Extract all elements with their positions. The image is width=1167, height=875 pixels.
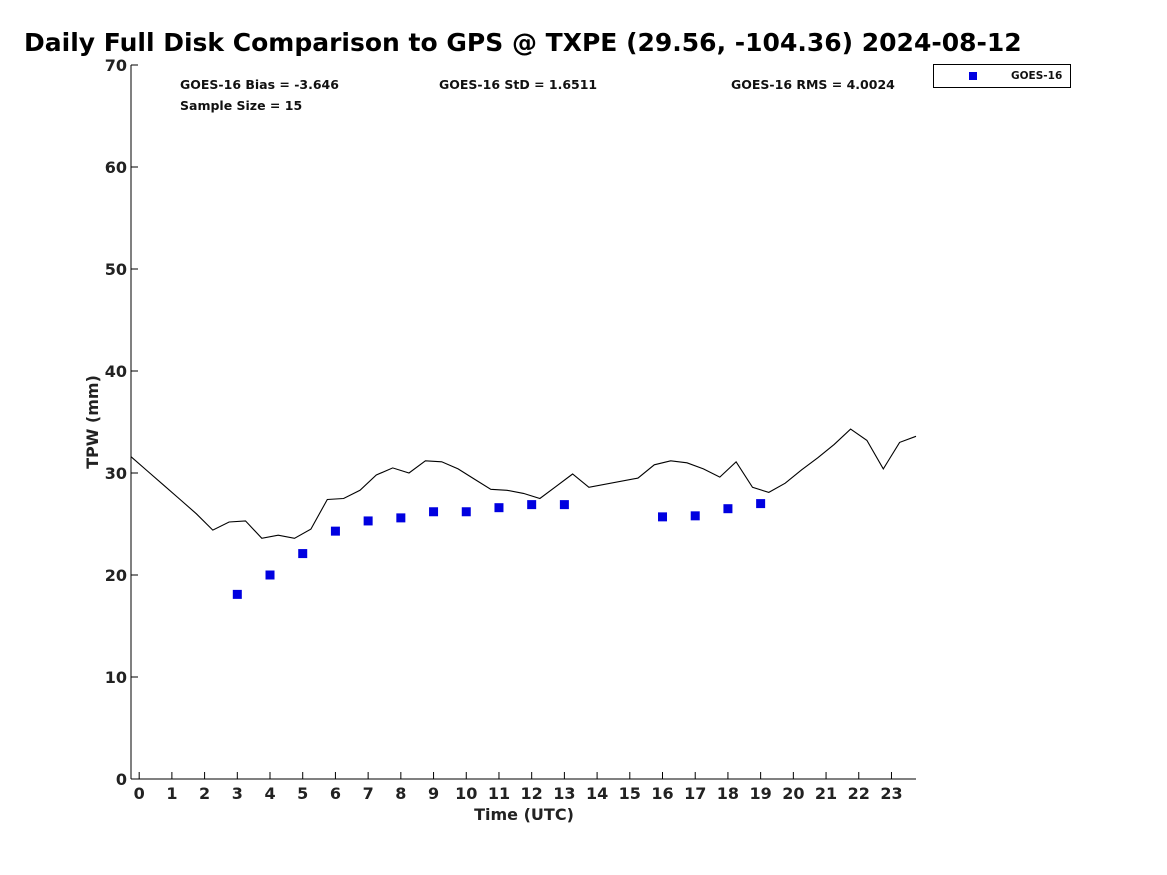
- chart-title: Daily Full Disk Comparison to GPS @ TXPE…: [24, 28, 1022, 57]
- y-axis-title: TPW (mm): [83, 375, 102, 469]
- x-tick-label: 1: [166, 784, 177, 803]
- x-tick-label: 7: [363, 784, 374, 803]
- x-tick-label: 13: [553, 784, 575, 803]
- x-tick-label: 0: [134, 784, 145, 803]
- y-tick-label: 0: [116, 770, 127, 789]
- goes16-point: [494, 503, 504, 513]
- x-tick-label: 17: [684, 784, 706, 803]
- legend: GOES-16: [933, 64, 1071, 88]
- y-tick-label: 10: [105, 668, 127, 687]
- x-tick-label: 3: [232, 784, 243, 803]
- x-tick-label: 11: [488, 784, 510, 803]
- goes16-point: [461, 507, 471, 517]
- goes16-point: [559, 500, 569, 510]
- legend-box: [933, 64, 1071, 88]
- x-tick-label: 18: [717, 784, 739, 803]
- goes16-point: [330, 526, 340, 536]
- x-tick-label: 8: [395, 784, 406, 803]
- goes16-point: [723, 504, 733, 514]
- y-tick-label: 60: [105, 158, 127, 177]
- y-tick-label: 30: [105, 464, 127, 483]
- x-tick-label: 5: [297, 784, 308, 803]
- goes16-point: [756, 499, 766, 509]
- sample-size-annotation: Sample Size = 15: [180, 98, 302, 113]
- x-tick-label: 20: [782, 784, 804, 803]
- goes16-point: [527, 500, 537, 510]
- goes16-point: [363, 516, 373, 526]
- x-axis-title: Time (UTC): [474, 805, 574, 824]
- goes16-point: [690, 511, 700, 521]
- x-tick-label: 23: [880, 784, 902, 803]
- x-tick-label: 15: [619, 784, 641, 803]
- goes16-point: [429, 507, 439, 517]
- y-tick-label: 50: [105, 260, 127, 279]
- y-tick-label: 40: [105, 362, 127, 381]
- legend-marker: [969, 72, 977, 80]
- gps-line-series: [130, 428, 917, 539]
- x-axis: 0 1 2 3 4 5 6 7 8 9 10 11 12 13 14 15 16 17 18 19 20 21 22 23: [134, 772, 903, 803]
- x-tick-label: 4: [264, 784, 275, 803]
- goes16-point: [396, 513, 406, 523]
- x-tick-label: 12: [521, 784, 543, 803]
- x-tick-label: 9: [428, 784, 439, 803]
- x-tick-label: 2: [199, 784, 210, 803]
- goes16-scatter-series: [232, 499, 766, 599]
- y-axis: 0 10 20 30 40 50 60 70: [105, 56, 138, 789]
- std-annotation: GOES-16 StD = 1.6511: [439, 77, 597, 92]
- gps-tpw-line: [130, 428, 917, 539]
- plot-frame: [130, 65, 916, 780]
- x-tick-label: 16: [651, 784, 673, 803]
- legend-label: GOES-16: [1011, 70, 1062, 82]
- x-tick-label: 22: [848, 784, 870, 803]
- x-tick-label: 19: [750, 784, 772, 803]
- goes16-point: [298, 549, 308, 559]
- x-tick-label: 6: [330, 784, 341, 803]
- goes16-point: [658, 512, 668, 522]
- x-tick-label: 21: [815, 784, 837, 803]
- goes16-point: [232, 589, 242, 599]
- y-tick-label: 70: [105, 56, 127, 75]
- bias-annotation: GOES-16 Bias = -3.646: [180, 77, 339, 92]
- x-tick-label: 10: [455, 784, 477, 803]
- x-tick-label: 14: [586, 784, 608, 803]
- rms-annotation: GOES-16 RMS = 4.0024: [731, 77, 895, 92]
- y-tick-label: 20: [105, 566, 127, 585]
- goes16-point: [265, 570, 275, 580]
